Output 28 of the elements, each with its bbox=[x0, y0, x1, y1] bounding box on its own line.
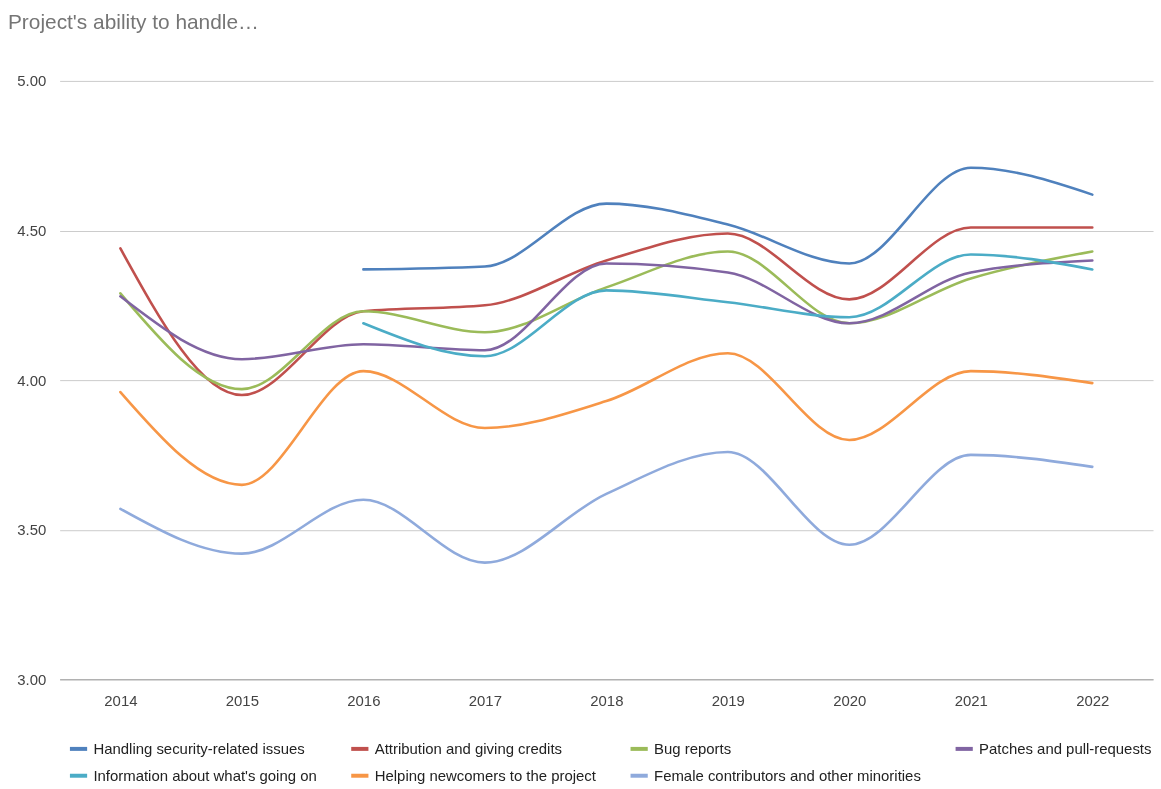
legend-label: Handling security-related issues bbox=[93, 740, 305, 757]
x-tick-label: 2017 bbox=[468, 692, 502, 709]
y-tick-label: 5.00 bbox=[17, 73, 47, 90]
x-tick-label: 2019 bbox=[711, 692, 745, 709]
y-tick-label: 3.00 bbox=[17, 671, 47, 688]
legend-label: Female contributors and other minorities bbox=[654, 767, 921, 784]
legend-label: Information about what's going on bbox=[93, 767, 317, 784]
legend-label: Patches and pull-requests bbox=[979, 740, 1152, 757]
legend-label: Attribution and giving credits bbox=[374, 740, 563, 757]
line-series bbox=[119, 351, 1094, 487]
x-tick-label: 2018 bbox=[590, 692, 624, 709]
y-tick-label: 3.50 bbox=[17, 522, 47, 539]
line-series bbox=[119, 450, 1094, 564]
legend-label: Bug reports bbox=[654, 740, 732, 757]
chart-title: Project's ability to handle… bbox=[7, 10, 259, 34]
y-tick-label: 4.00 bbox=[17, 372, 47, 389]
y-tick-label: 4.50 bbox=[17, 222, 47, 239]
x-tick-label: 2020 bbox=[833, 692, 867, 709]
line-series bbox=[119, 259, 1094, 361]
legend-label: Helping newcomers to the project bbox=[374, 767, 597, 784]
x-tick-label: 2021 bbox=[954, 692, 988, 709]
line-series bbox=[362, 253, 1094, 358]
line-series bbox=[119, 226, 1094, 397]
x-tick-label: 2022 bbox=[1076, 692, 1110, 709]
x-tick-label: 2015 bbox=[225, 692, 259, 709]
x-tick-label: 2016 bbox=[347, 692, 381, 709]
x-tick-label: 2014 bbox=[104, 692, 138, 709]
line-series bbox=[362, 166, 1094, 271]
